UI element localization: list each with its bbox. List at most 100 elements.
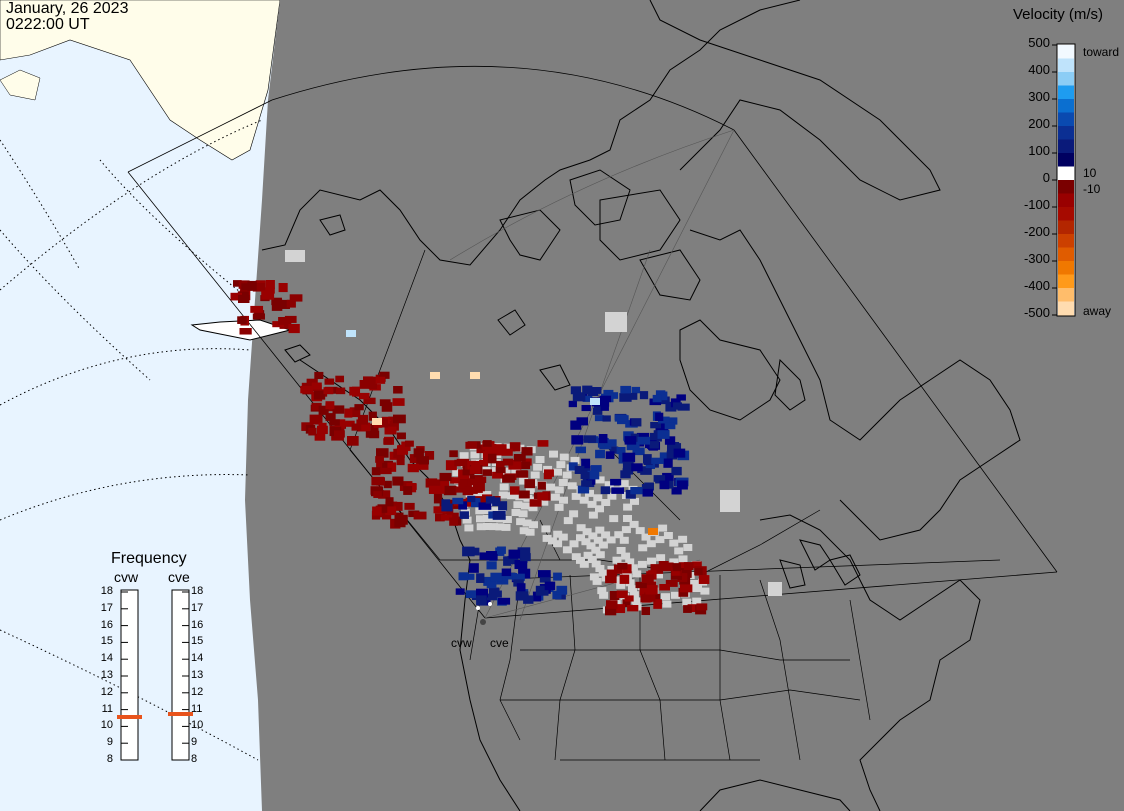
away-velocity-cell bbox=[230, 292, 243, 301]
ground-scatter-cell bbox=[678, 535, 688, 543]
toward-velocity-cell bbox=[572, 392, 586, 402]
away-velocity-cell bbox=[513, 454, 526, 462]
colorbar-tick-label: 200 bbox=[1028, 116, 1050, 131]
away-velocity-cell bbox=[543, 472, 552, 480]
toward-velocity-cell bbox=[663, 458, 673, 468]
toward-velocity-cell bbox=[468, 563, 479, 573]
cve-frequency-tick-label: 17 bbox=[191, 601, 204, 614]
ground-scatter-cell bbox=[539, 498, 549, 506]
away-velocity-cell bbox=[479, 459, 489, 467]
toward-velocity-cell bbox=[576, 417, 589, 426]
toward-velocity-cell bbox=[624, 436, 637, 445]
toward-velocity-cell bbox=[515, 591, 529, 601]
ground-scatter-cell bbox=[614, 531, 624, 539]
channel-label-cvw: cvw bbox=[114, 569, 139, 585]
away-velocity-cell bbox=[377, 504, 388, 513]
ground-scatter-cell bbox=[462, 516, 472, 524]
ground-scatter-cell bbox=[558, 479, 568, 486]
ground-scatter-cell bbox=[629, 520, 639, 528]
ground-scatter-cell bbox=[638, 544, 648, 552]
highlight-velocity-cell bbox=[470, 372, 480, 379]
toward-velocity-cell bbox=[666, 450, 678, 460]
toward-velocity-cell bbox=[513, 579, 524, 587]
toward-velocity-cell bbox=[581, 480, 593, 487]
ground-scatter-cell bbox=[619, 536, 629, 544]
ground-scatter-patch bbox=[768, 582, 782, 596]
ground-scatter-cell bbox=[637, 560, 647, 568]
site-label-cvw: cvw bbox=[451, 636, 472, 650]
toward-velocity-cell bbox=[465, 590, 477, 599]
site-label-cve: cve bbox=[490, 636, 509, 650]
away-velocity-cell bbox=[396, 456, 405, 466]
away-velocity-cell bbox=[271, 304, 283, 311]
cvw-frequency-tick-label: 17 bbox=[100, 601, 113, 614]
away-velocity-cell bbox=[537, 492, 549, 501]
ground-scatter-cell bbox=[533, 463, 543, 471]
ground-scatter-cell bbox=[518, 510, 528, 518]
ground-scatter-cell bbox=[489, 507, 499, 515]
ground-scatter-cell bbox=[529, 521, 538, 529]
toward-velocity-cell bbox=[664, 436, 676, 445]
toward-velocity-cell bbox=[639, 391, 649, 400]
ground-scatter-cell bbox=[571, 492, 581, 500]
toward-velocity-cell bbox=[614, 414, 628, 422]
highlight-velocity-cell bbox=[590, 398, 600, 405]
ground-scatter-cell bbox=[563, 517, 573, 525]
toward-velocity-cell bbox=[631, 418, 642, 427]
ground-scatter-cell bbox=[497, 507, 507, 515]
ground-scatter-cell bbox=[595, 551, 605, 559]
away-velocity-cell bbox=[665, 579, 678, 587]
cve-frequency-tick-label: 10 bbox=[191, 719, 204, 732]
away-velocity-cell bbox=[404, 440, 414, 447]
ground-scatter-cell bbox=[559, 453, 569, 461]
away-velocity-cell bbox=[391, 501, 403, 511]
away-velocity-cell bbox=[325, 413, 336, 421]
away-velocity-cell bbox=[449, 450, 458, 458]
toward-velocity-cell bbox=[492, 497, 501, 507]
ground-scatter-cell bbox=[546, 483, 556, 491]
away-velocity-cell bbox=[351, 423, 362, 431]
ground-scatter-cell bbox=[576, 524, 586, 532]
toward-velocity-cell bbox=[673, 448, 686, 458]
away-velocity-cell bbox=[692, 561, 702, 569]
toward-velocity-cell bbox=[610, 478, 622, 486]
toward-velocity-cell bbox=[581, 458, 591, 469]
ground-scatter-cell bbox=[656, 554, 666, 562]
away-velocity-cell bbox=[357, 414, 369, 425]
ground-scatter-cell bbox=[499, 483, 509, 491]
toward-velocity-cell bbox=[624, 392, 638, 400]
cve-frequency-tick-label: 14 bbox=[191, 652, 204, 665]
ground-scatter-cell bbox=[579, 496, 589, 504]
toward-velocity-cell bbox=[452, 497, 464, 505]
ground-scatter-cell bbox=[587, 500, 597, 508]
toward-velocity-cell bbox=[677, 403, 690, 411]
ground-scatter-cell bbox=[646, 540, 656, 548]
away-velocity-cell bbox=[495, 444, 507, 453]
cve-frequency-tick-label: 16 bbox=[191, 618, 204, 631]
away-velocity-cell bbox=[344, 408, 353, 418]
cvw-frequency-tick-label: 14 bbox=[100, 652, 113, 665]
ground-scatter-cell bbox=[629, 591, 639, 599]
ground-scatter-cell bbox=[625, 558, 635, 566]
daylit-island bbox=[0, 69, 41, 101]
away-velocity-cell bbox=[643, 581, 657, 588]
away-velocity-cell bbox=[658, 561, 669, 571]
ground-scatter-cell bbox=[459, 452, 469, 460]
toward-velocity-cell bbox=[486, 579, 497, 589]
away-velocity-cell bbox=[284, 315, 297, 323]
radar-site-dot bbox=[488, 602, 492, 606]
away-velocity-cell bbox=[349, 386, 361, 396]
away-velocity-cell bbox=[617, 562, 628, 570]
toward-velocity-cell bbox=[486, 551, 498, 561]
away-velocity-cell bbox=[465, 441, 478, 449]
toward-velocity-cell bbox=[631, 386, 641, 394]
away-velocity-cell bbox=[413, 448, 424, 458]
colorbar-swatch bbox=[1058, 58, 1074, 73]
away-velocity-cell bbox=[641, 574, 654, 583]
toward-velocity-cell bbox=[677, 480, 688, 490]
ground-scatter-cell bbox=[558, 533, 568, 541]
cvw-frequency-tick-label: 16 bbox=[100, 618, 113, 631]
away-velocity-cell bbox=[311, 402, 322, 411]
away-velocity-cell bbox=[698, 575, 710, 584]
away-velocity-cell bbox=[458, 481, 469, 489]
